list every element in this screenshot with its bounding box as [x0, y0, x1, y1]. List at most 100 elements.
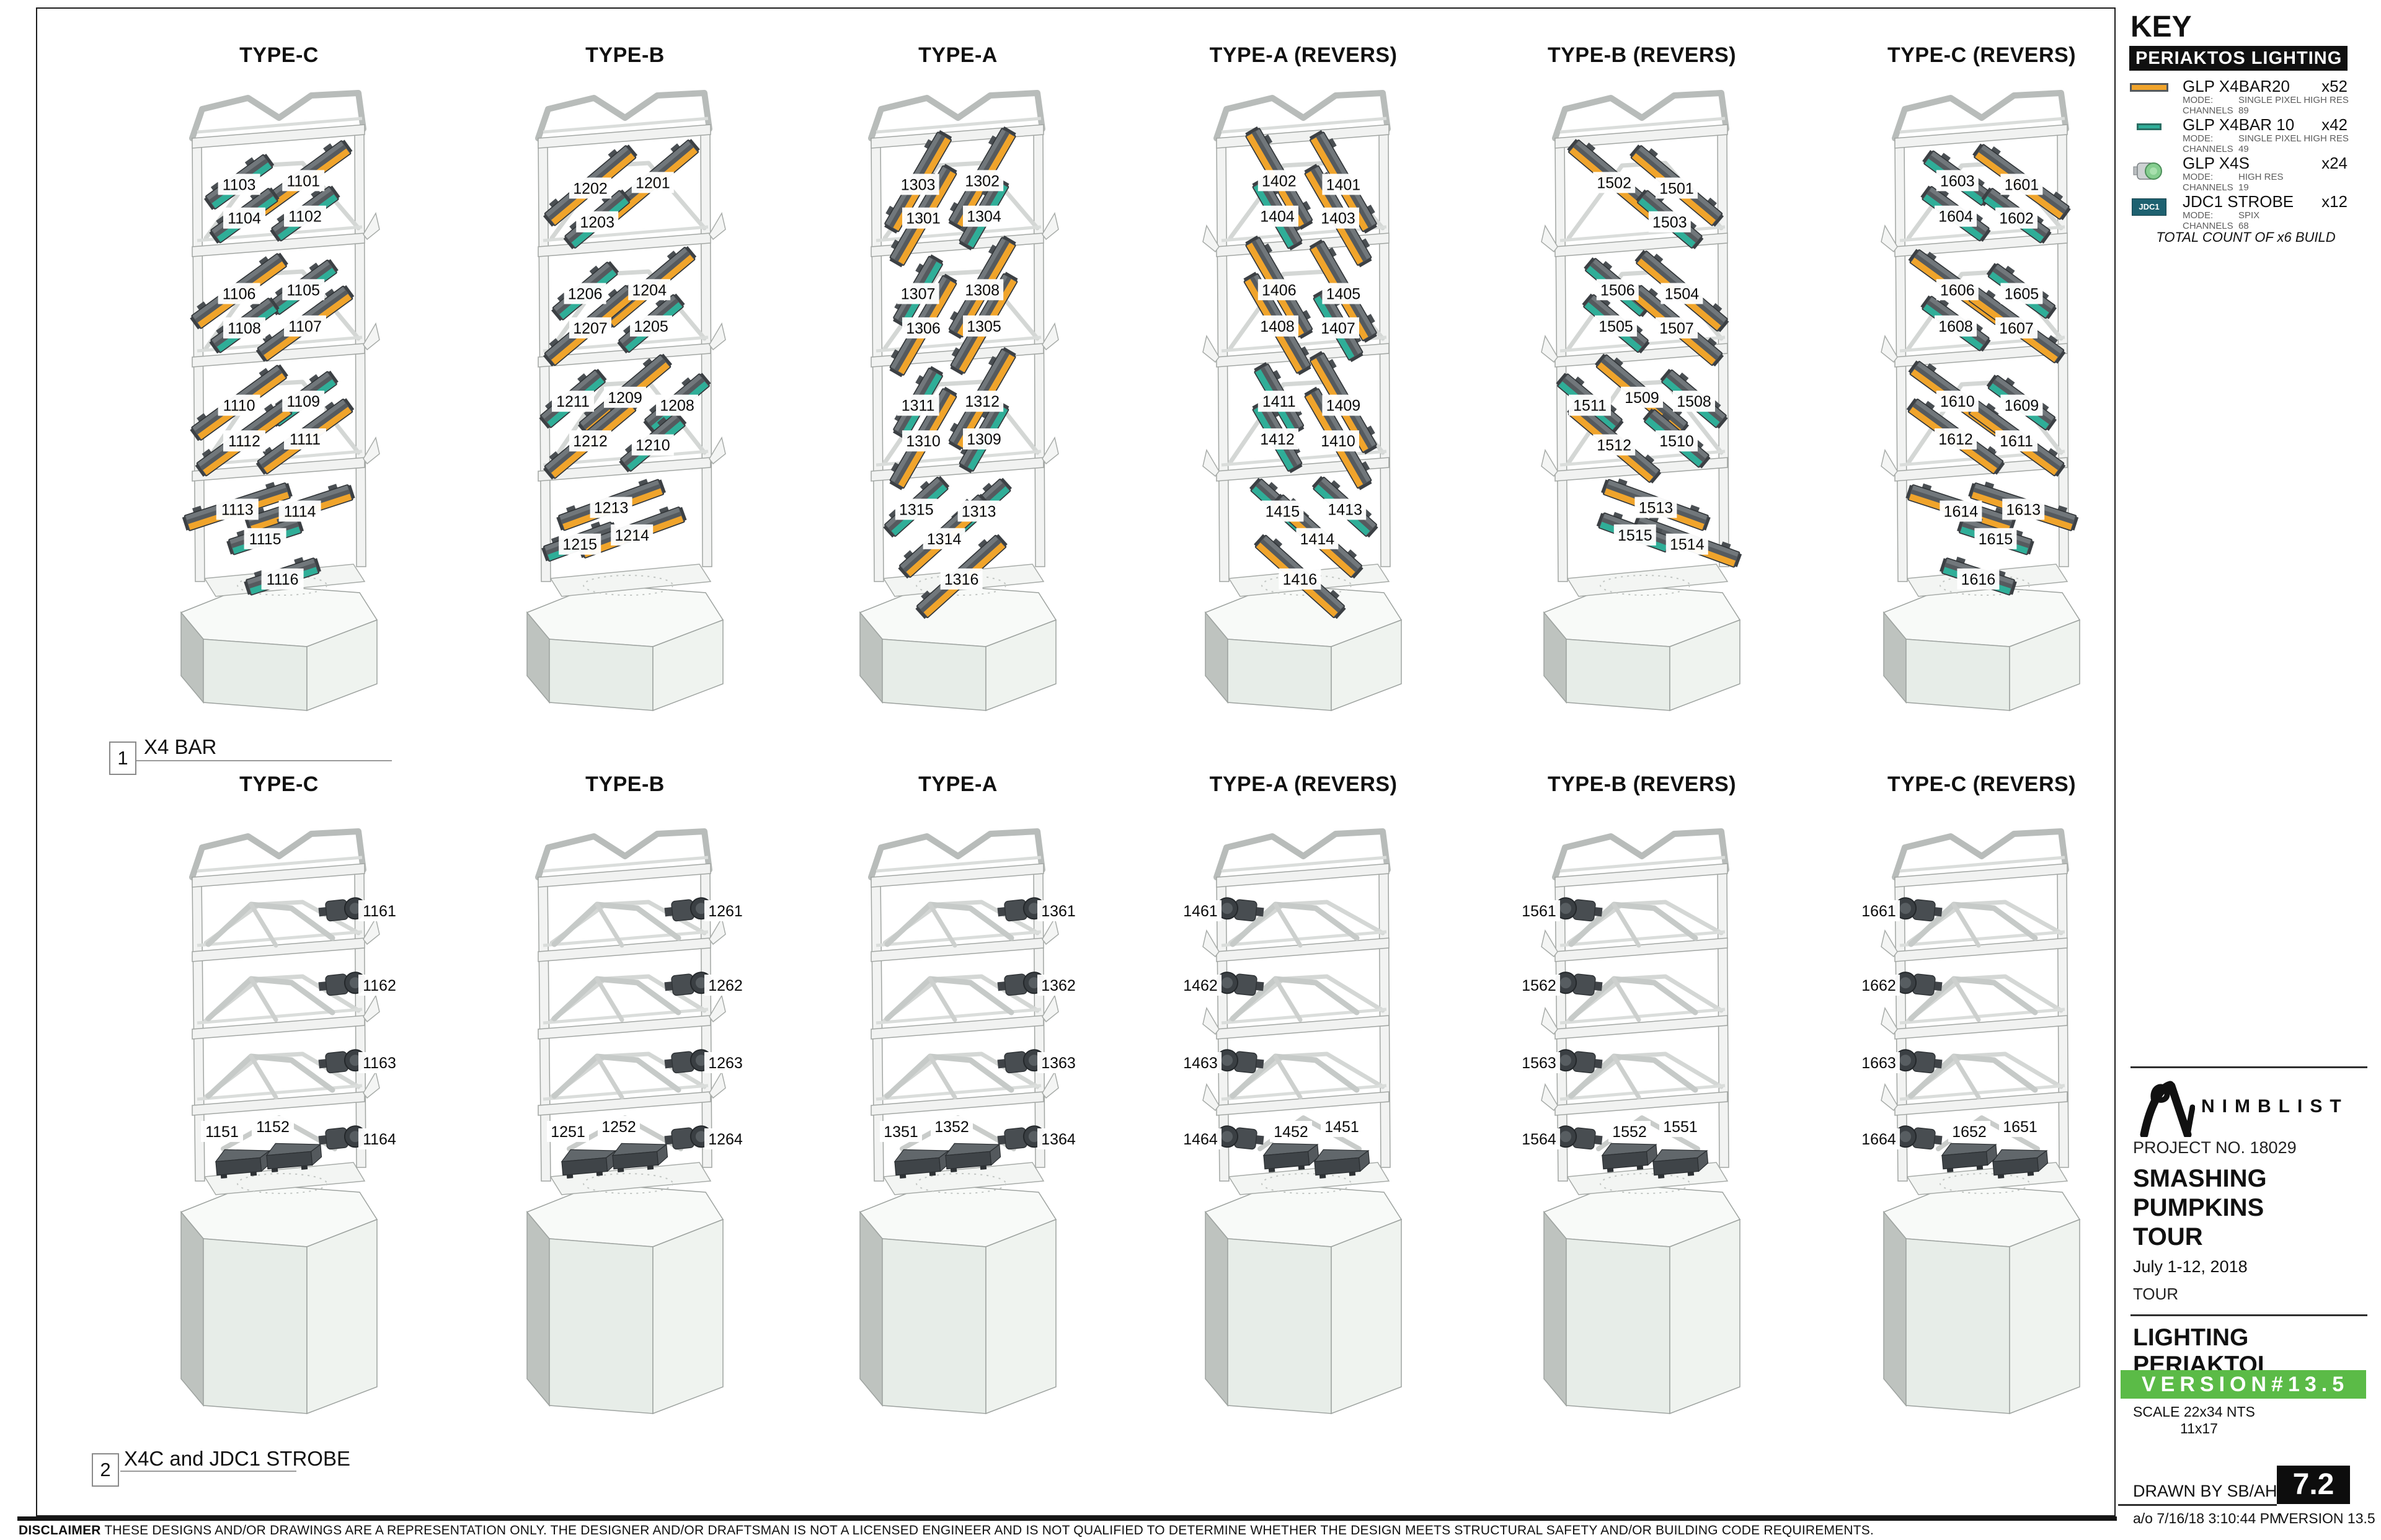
tower-row1-type-a: 1303 1302 1301 1304 1307 1308 1306 1305 1311 1312… — [859, 90, 1059, 712]
fixture-label: 1661 — [1861, 903, 1896, 920]
fixture-label-bg — [1037, 1128, 1080, 1149]
fixture-label: 1463 — [1183, 1055, 1218, 1072]
fixture-label-bg — [278, 500, 321, 522]
key-item-channels-label: CHANNELS — [2183, 144, 2233, 154]
key-item-count: x42 — [2321, 115, 2348, 134]
key-item-mode-value: SINGLE PIXEL HIGH RES — [2238, 95, 2349, 105]
fixture-label-bg — [1179, 975, 1222, 996]
fixture-label: 1116 — [267, 571, 299, 588]
fixture-label: 1601 — [2005, 176, 2039, 193]
fixture-label: 1213 — [594, 499, 629, 516]
fixture-label: 1615 — [1979, 531, 2013, 548]
fixture-label-bg — [1317, 430, 1359, 452]
fixture-label-bg — [963, 205, 1005, 227]
fixture-label: 1514 — [1670, 536, 1705, 554]
fixture-label: 1305 — [967, 318, 1001, 335]
fixture-label-bg — [704, 900, 747, 921]
fixture-label-bg — [218, 174, 260, 195]
fixture-label: 1206 — [568, 285, 603, 303]
section-1-number: 1 — [117, 747, 128, 769]
key-item-channels-value: 68 — [2238, 221, 2249, 231]
jdc1-strobe-fixture — [1992, 1149, 2049, 1179]
fixture-label-bg — [1673, 391, 1715, 412]
key-banner: PERIAKTOS LIGHTING — [2129, 46, 2348, 71]
fixture-label-bg — [1858, 1052, 1900, 1073]
tower-header-row1: TYPE-A (REVERS) — [1209, 43, 1398, 67]
fixture-label-bg — [216, 498, 259, 520]
fixture-label: 1513 — [1639, 499, 1674, 516]
tower-header-row2: TYPE-C (REVERS) — [1887, 772, 2077, 796]
fixture-label: 1561 — [1522, 903, 1556, 920]
fixture-label: 1264 — [708, 1131, 743, 1148]
x4s-fixture — [1554, 1125, 1603, 1150]
fixture-label-bg — [1656, 177, 1698, 199]
titleblock-rule-bottom — [2118, 1504, 2277, 1506]
fixture-label: 1510 — [1659, 433, 1694, 450]
tower-row2-type-c-revers-: 1661 1662 1663 1652 1651 1664 — [1858, 828, 2081, 1415]
fixture-label-bg — [1936, 279, 1979, 301]
x4s-fixture — [318, 897, 366, 922]
fixture-label: 1401 — [1326, 176, 1361, 193]
fixture-label: 1302 — [965, 172, 1000, 190]
fixture-label-bg — [1935, 428, 1977, 449]
fixture-label-bg — [1317, 317, 1359, 339]
fixture-label: 1651 — [2003, 1118, 2037, 1136]
key-item-mode-label: MODE: — [2183, 210, 2214, 221]
fixture-label: 1602 — [1999, 210, 2034, 228]
fixture-label-bg — [1999, 1116, 2041, 1137]
section-2-label: X4C and JDC1 STROBE — [124, 1447, 350, 1470]
fixture-label-bg — [1593, 434, 1636, 456]
fixture-label: 1414 — [1300, 531, 1335, 548]
fixture-label-bg — [1660, 283, 1703, 304]
fixture-label-bg — [282, 391, 325, 412]
fixture-label-bg — [1037, 975, 1080, 996]
fixture-label-bg — [223, 207, 265, 229]
fixture-label: 1408 — [1260, 318, 1295, 335]
key-item-mode-value: SINGLE PIXEL HIGH RES — [2238, 133, 2349, 144]
fixture-label: 1252 — [601, 1118, 636, 1136]
fixture-label-bg — [569, 430, 611, 452]
fixture-label-bg — [631, 434, 674, 456]
tower-row1-type-b: 1202 1201 1203 1206 1204 1207 1205 1211 1209 1208… — [526, 90, 726, 712]
fixture-label: 1113 — [221, 501, 254, 518]
jdc1-strobe-fixture — [1313, 1149, 1370, 1179]
fixture-label: 1111 — [290, 431, 321, 448]
fixture-label: 1104 — [228, 210, 261, 228]
fixture-label-bg — [1037, 1052, 1080, 1073]
fixture-label-bg — [961, 279, 1004, 301]
fixture-label: 1162 — [363, 977, 396, 994]
fixture-label-bg — [598, 1116, 640, 1137]
fixture-label: 1512 — [1597, 437, 1631, 454]
fixture-label: 1462 — [1183, 977, 1218, 994]
x4s-fixture — [1894, 1125, 1943, 1150]
fixture-label: 1211 — [556, 393, 590, 410]
x4s-fixture — [1554, 1049, 1603, 1074]
tower-header-row1: TYPE-A — [918, 43, 998, 67]
key-item-name: GLP X4BAR 10 — [2183, 115, 2295, 134]
key-item-mode-value: SPIX — [2238, 210, 2260, 221]
fixture-label: 1562 — [1522, 977, 1556, 994]
key-title: KEY — [2130, 11, 2192, 43]
plot-timestamp: a/o 7/16/18 3:10:44 PM — [2133, 1510, 2282, 1526]
fixture-label-bg — [282, 170, 325, 192]
fixture-label: 1202 — [573, 180, 608, 197]
fixture-label: 1304 — [967, 208, 1001, 226]
fixture-label-bg — [1936, 170, 1979, 192]
disclaimer-text: DISCLAIMER THESE DESIGNS AND/OR DRAWINGS… — [19, 1523, 1874, 1538]
fixture-label: 1308 — [965, 281, 1000, 299]
fixture-label-bg — [1935, 205, 1977, 227]
fixture-label: 1364 — [1041, 1131, 1076, 1148]
fixture-label: 1402 — [1262, 172, 1297, 190]
fixture-label-bg — [2000, 283, 2043, 304]
x4s-fixture — [1216, 897, 1264, 922]
fixture-label-bg — [1179, 1052, 1222, 1073]
fixture-label: 1115 — [249, 531, 282, 548]
section-1-underline — [136, 760, 392, 761]
fixture-label-bg — [1261, 500, 1304, 522]
fixture-label-bg — [1569, 394, 1611, 416]
fixture-label: 1608 — [1938, 318, 1973, 335]
fixture-label-bg — [1324, 498, 1367, 520]
tower-row2-type-b-revers-: 1561 1562 1563 1552 1551 1564 — [1518, 828, 1741, 1415]
fixture-label: 1102 — [288, 208, 322, 226]
fixture-label: 1501 — [1659, 180, 1694, 197]
